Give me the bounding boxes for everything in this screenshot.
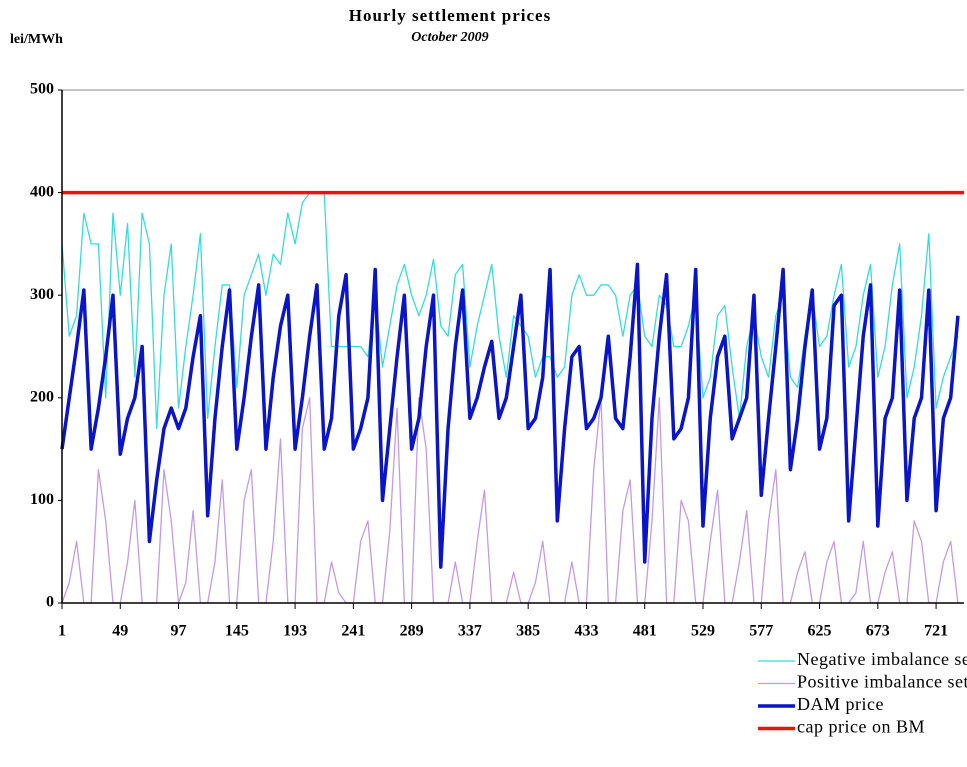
x-tick-label: 385 xyxy=(516,623,540,640)
y-axis-label: lei/MWh xyxy=(10,32,63,47)
x-tick-label: 49 xyxy=(112,623,128,640)
x-tick-label: 625 xyxy=(808,623,832,640)
x-tick-label: 721 xyxy=(924,623,948,640)
x-tick-label: 673 xyxy=(866,623,890,640)
y-tick-label: 200 xyxy=(30,388,54,405)
series-line xyxy=(61,397,959,604)
legend-label: DAM price xyxy=(797,694,884,714)
legend-label: Positive imbalance settlement price xyxy=(797,672,967,692)
x-tick-label: 1 xyxy=(58,623,66,640)
x-tick-label: 433 xyxy=(574,623,598,640)
x-tick-label: 193 xyxy=(283,623,307,640)
y-tick-label: 0 xyxy=(46,594,54,611)
legend-label: Negative imbalance settlement price xyxy=(797,649,967,669)
x-tick-label: 481 xyxy=(633,623,657,640)
series-line xyxy=(60,262,960,569)
x-tick-label: 241 xyxy=(341,623,365,640)
y-tick-label: 400 xyxy=(30,183,54,200)
x-tick-label: 577 xyxy=(749,623,773,640)
chart-title: Hourly settlement prices xyxy=(349,6,551,25)
x-tick-label: 145 xyxy=(225,623,249,640)
x-tick-label: 289 xyxy=(400,623,424,640)
series-line xyxy=(61,191,959,430)
x-tick-label: 337 xyxy=(458,623,482,640)
chart-subtitle: October 2009 xyxy=(411,30,488,45)
x-tick-label: 529 xyxy=(691,623,715,640)
y-tick-label: 500 xyxy=(30,81,54,98)
y-tick-label: 300 xyxy=(30,286,54,303)
legend-label: cap price on BM xyxy=(797,717,925,737)
y-tick-label: 100 xyxy=(30,491,54,508)
x-tick-label: 97 xyxy=(171,623,187,640)
